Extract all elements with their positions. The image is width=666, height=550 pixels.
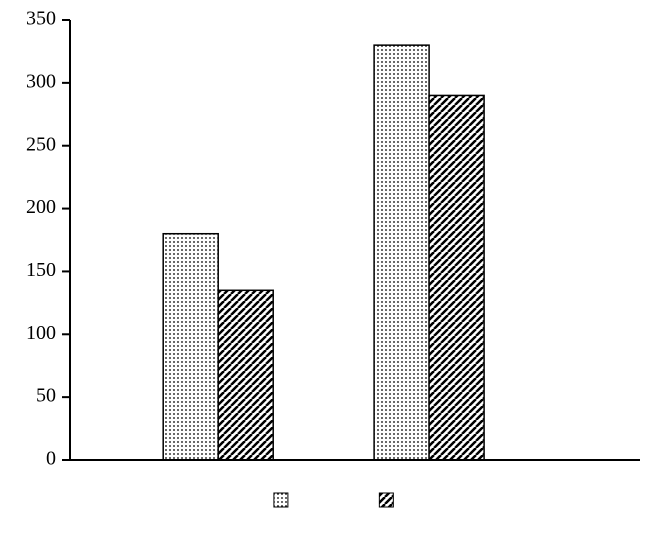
bar-series-a bbox=[163, 234, 218, 460]
legend-swatch-series-a bbox=[274, 493, 288, 507]
bar-series-b bbox=[429, 95, 484, 460]
bar-series-a bbox=[374, 45, 429, 460]
y-tick-label: 300 bbox=[26, 70, 56, 92]
y-tick-label: 200 bbox=[26, 196, 56, 218]
y-tick-label: 100 bbox=[26, 322, 56, 344]
bar-chart: 0 50 100 150 200 250 300 350 bbox=[0, 0, 666, 550]
y-tick-label: 50 bbox=[36, 385, 56, 407]
y-tick-label: 150 bbox=[26, 259, 56, 281]
y-tick-label: 0 bbox=[46, 448, 56, 470]
y-tick-label: 350 bbox=[26, 8, 56, 30]
bar-series-b bbox=[218, 290, 273, 460]
legend-swatch-series-b bbox=[379, 493, 393, 507]
y-tick-label: 250 bbox=[26, 133, 56, 155]
